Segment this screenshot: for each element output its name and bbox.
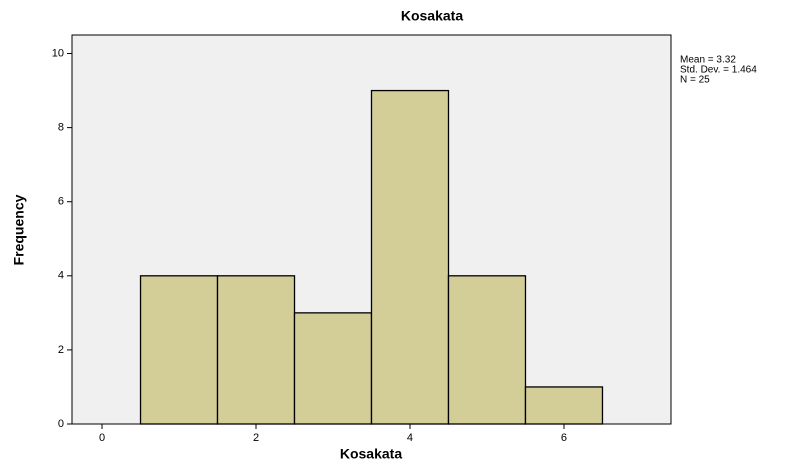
annotation: Std. Dev. = 1.464: [680, 65, 757, 76]
y-tick-label: 8: [58, 122, 64, 134]
y-tick-label: 4: [58, 270, 64, 282]
x-axis-label: Kosakata: [340, 446, 402, 462]
bar: [370, 89, 450, 425]
bar: [139, 275, 219, 425]
y-tick-label: 2: [58, 344, 64, 356]
x-tick-label: 2: [253, 432, 259, 444]
bar: [293, 312, 373, 425]
bar: [216, 275, 296, 425]
annotation: Mean = 3.32: [680, 55, 736, 66]
x-tick-label: 6: [561, 432, 567, 444]
chart-title: Kosakata: [401, 8, 463, 24]
y-tick-label: 0: [58, 418, 64, 430]
y-tick-label: 6: [58, 196, 64, 208]
y-axis-label: Frequency: [11, 194, 27, 265]
y-tick-label: 10: [52, 47, 64, 59]
bar: [524, 386, 604, 425]
bar: [447, 275, 527, 425]
x-tick-label: 4: [407, 432, 413, 444]
x-tick-label: 0: [99, 432, 105, 444]
annotation: N = 25: [680, 75, 710, 86]
